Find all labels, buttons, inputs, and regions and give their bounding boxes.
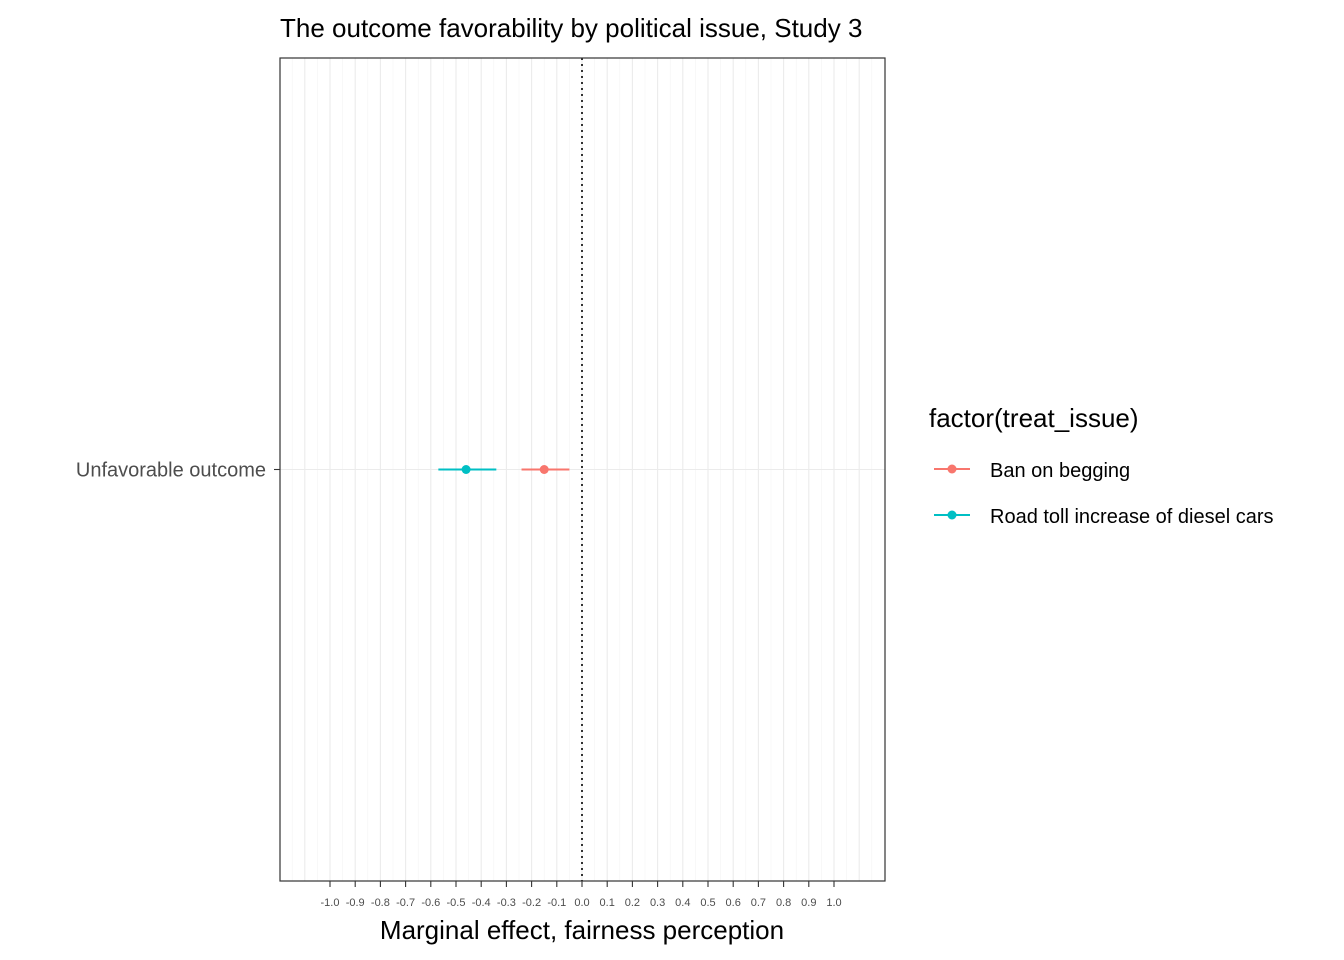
x-axis: -1.0 -0.9 -0.8 -0.7 -0.6 -0.5 -0.4 -0.3 -0.2 -0.1… — [321, 881, 842, 909]
x-tick-label: 1.0 — [826, 897, 841, 909]
x-tick-label: -0.7 — [396, 897, 415, 909]
y-axis: Unfavorable outcome — [76, 460, 280, 482]
x-tick-label: 0.1 — [600, 897, 615, 909]
x-tick-label: -0.5 — [447, 897, 466, 909]
x-tick-label: 0.2 — [625, 897, 640, 909]
x-tick-label: -0.1 — [547, 897, 566, 909]
x-tick-label: 0.6 — [726, 897, 741, 909]
data-point — [461, 465, 471, 474]
x-tick-label: -0.8 — [371, 897, 390, 909]
x-tick-label: 0.3 — [650, 897, 665, 909]
legend-key-point — [947, 464, 957, 474]
legend-key-point — [947, 510, 957, 520]
x-tick-label: -1.0 — [321, 897, 340, 909]
data-point — [539, 465, 549, 474]
legend-title: factor(treat_issue) — [929, 403, 1139, 433]
x-tick-label: -0.9 — [346, 897, 365, 909]
x-tick-label: 0.7 — [751, 897, 766, 909]
x-tick-label: 0.4 — [675, 897, 690, 909]
x-tick-label: 0.9 — [801, 897, 816, 909]
legend-item-label: Ban on begging — [990, 460, 1130, 482]
x-tick-label: -0.3 — [497, 897, 516, 909]
legend: factor(treat_issue) Ban on begging Road t… — [929, 403, 1273, 528]
legend-item-label: Road toll increase of diesel cars — [990, 506, 1273, 528]
y-tick-label: Unfavorable outcome — [76, 460, 266, 482]
x-tick-label: 0.5 — [700, 897, 715, 909]
marks — [438, 465, 570, 474]
grid — [280, 58, 885, 881]
x-tick-label: -0.6 — [421, 897, 440, 909]
x-tick-label: 0.0 — [574, 897, 589, 909]
chart-title: The outcome favorability by political is… — [280, 13, 862, 43]
x-tick-label: -0.2 — [522, 897, 541, 909]
x-tick-label: 0.8 — [776, 897, 791, 909]
x-axis-label: Marginal effect, fairness perception — [380, 915, 784, 945]
x-tick-label: -0.4 — [472, 897, 491, 909]
